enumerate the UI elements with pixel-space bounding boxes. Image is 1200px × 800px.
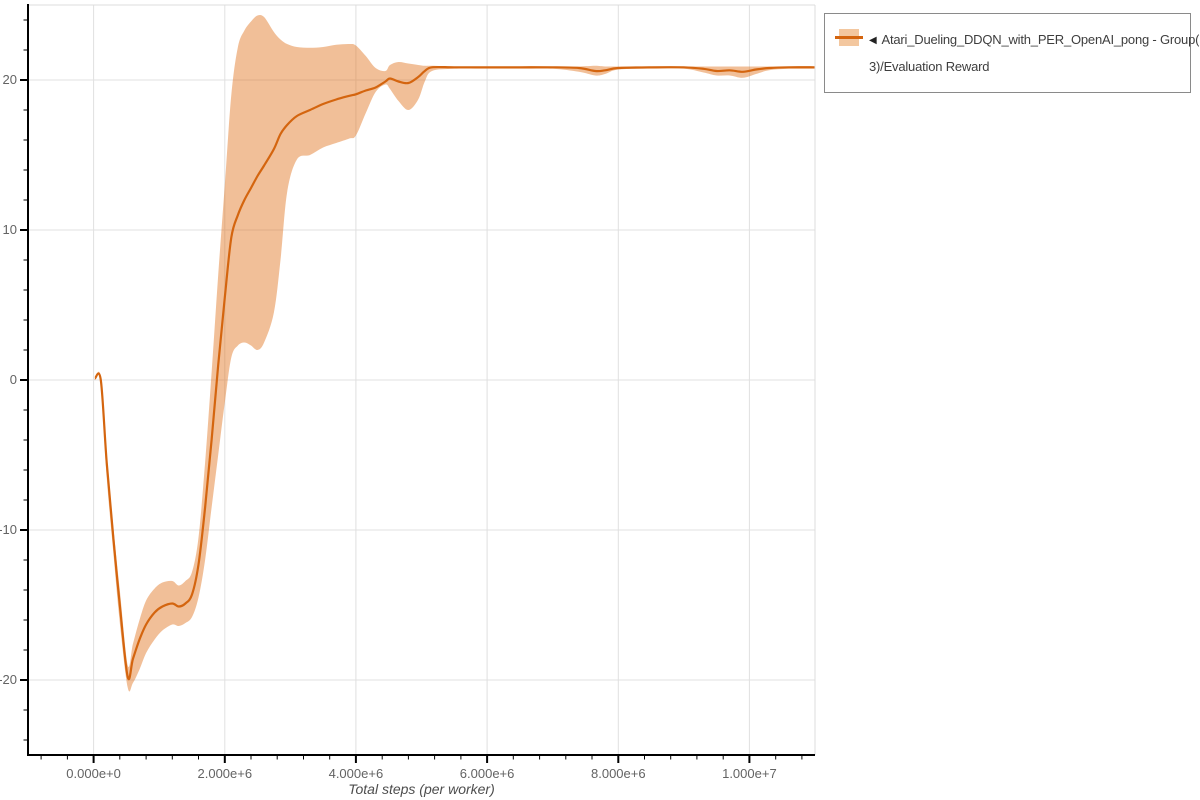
y-tick-label: -10 <box>0 522 17 537</box>
x-axis-title: Total steps (per worker) <box>348 781 495 797</box>
series-swatch-icon <box>835 29 863 46</box>
series-line-swatch <box>835 36 863 39</box>
legend-label-line2: 3)/Evaluation Reward <box>869 59 990 74</box>
mean-line <box>93 65 816 681</box>
x-tick-label: 0.000e+0 <box>66 766 121 781</box>
y-tick-label: 0 <box>10 372 17 387</box>
confidence-band <box>94 14 815 692</box>
legend-label: ◀ Atari_Dueling_DDQN_with_PER_OpenAI_pong… <box>869 27 1199 80</box>
y-tick-label: -20 <box>0 672 17 687</box>
x-tick-label: 2.000e+6 <box>198 766 253 781</box>
y-tick-label: 10 <box>3 222 17 237</box>
x-tick-label: 8.000e+6 <box>591 766 646 781</box>
x-tick-label: 6.000e+6 <box>460 766 515 781</box>
legend-label-line1-text: Atari_Dueling_DDQN_with_PER_OpenAI_pong … <box>881 32 1200 47</box>
x-tick-label: 4.000e+6 <box>329 766 384 781</box>
legend-label-line1: ◀ Atari_Dueling_DDQN_with_PER_OpenAI_pong… <box>869 27 1199 54</box>
legend: ◀ Atari_Dueling_DDQN_with_PER_OpenAI_pong… <box>824 13 1199 93</box>
series-marker-icon: ◀ <box>869 35 877 46</box>
y-tick-label: 20 <box>3 72 17 87</box>
x-tick-label: 1.000e+7 <box>722 766 777 781</box>
legend-item[interactable]: ◀ Atari_Dueling_DDQN_with_PER_OpenAI_pong… <box>835 27 1199 80</box>
